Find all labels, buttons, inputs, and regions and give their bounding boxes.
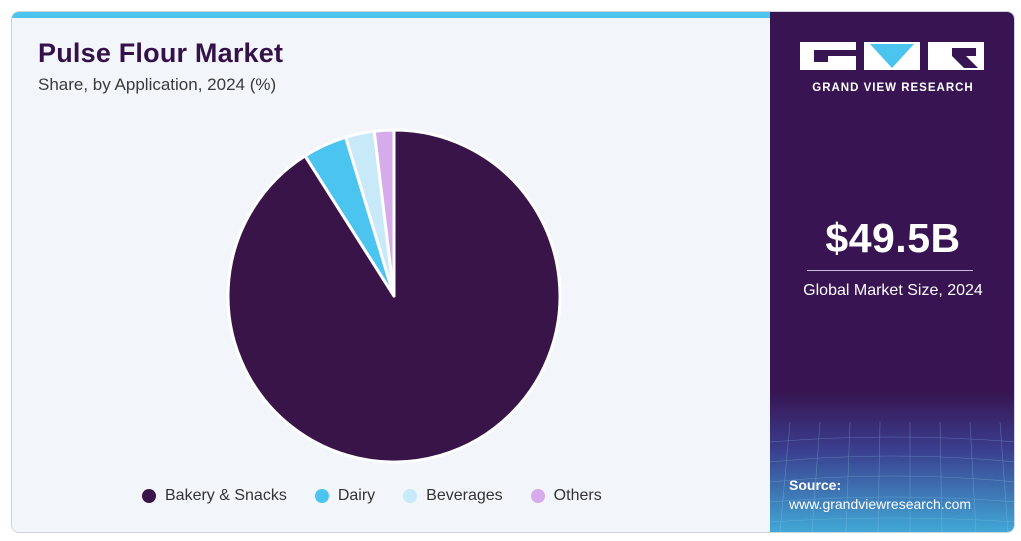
chart-card: Pulse Flour Market Share, by Application…	[11, 11, 1015, 533]
info-sidebar: GRAND VIEW RESEARCH $49.5B Global Market…	[770, 12, 1014, 532]
pie-chart	[226, 128, 562, 464]
top-accent-bar	[12, 12, 770, 18]
divider	[807, 270, 973, 271]
brand-name: GRAND VIEW RESEARCH	[812, 82, 974, 94]
legend-label: Dairy	[337, 487, 376, 504]
legend-label: Beverages	[426, 487, 503, 504]
legend-item: Dairy	[314, 487, 376, 505]
grid-texture-decoration	[770, 422, 1014, 532]
logo-mark-icon	[800, 42, 984, 70]
legend-swatch	[403, 489, 418, 503]
brand-logo: GRAND VIEW RESEARCH	[800, 40, 986, 100]
legend-item: Others	[530, 487, 602, 505]
legend-swatch	[314, 489, 329, 503]
chart-legend: Bakery & Snacks Dairy Beverages Others	[142, 485, 602, 507]
legend-item: Bakery & Snacks	[142, 487, 287, 505]
legend-swatch	[142, 489, 156, 503]
market-size-value: $49.5B	[825, 215, 961, 261]
chart-title: Pulse Flour Market	[38, 38, 284, 68]
source-url: www.grandviewresearch.com	[789, 496, 972, 512]
source-label: Source:	[789, 477, 842, 493]
chart-subtitle: Share, by Application, 2024 (%)	[38, 75, 277, 94]
legend-label: Bakery & Snacks	[165, 487, 287, 504]
legend-label: Others	[553, 487, 602, 504]
legend-item: Beverages	[403, 487, 503, 505]
legend-swatch	[530, 489, 545, 503]
market-size-label: Global Market Size, 2024	[803, 282, 983, 299]
chart-panel: Pulse Flour Market Share, by Application…	[12, 12, 770, 532]
pie-slice-others	[372, 128, 396, 298]
pie-chart-area	[220, 122, 568, 470]
